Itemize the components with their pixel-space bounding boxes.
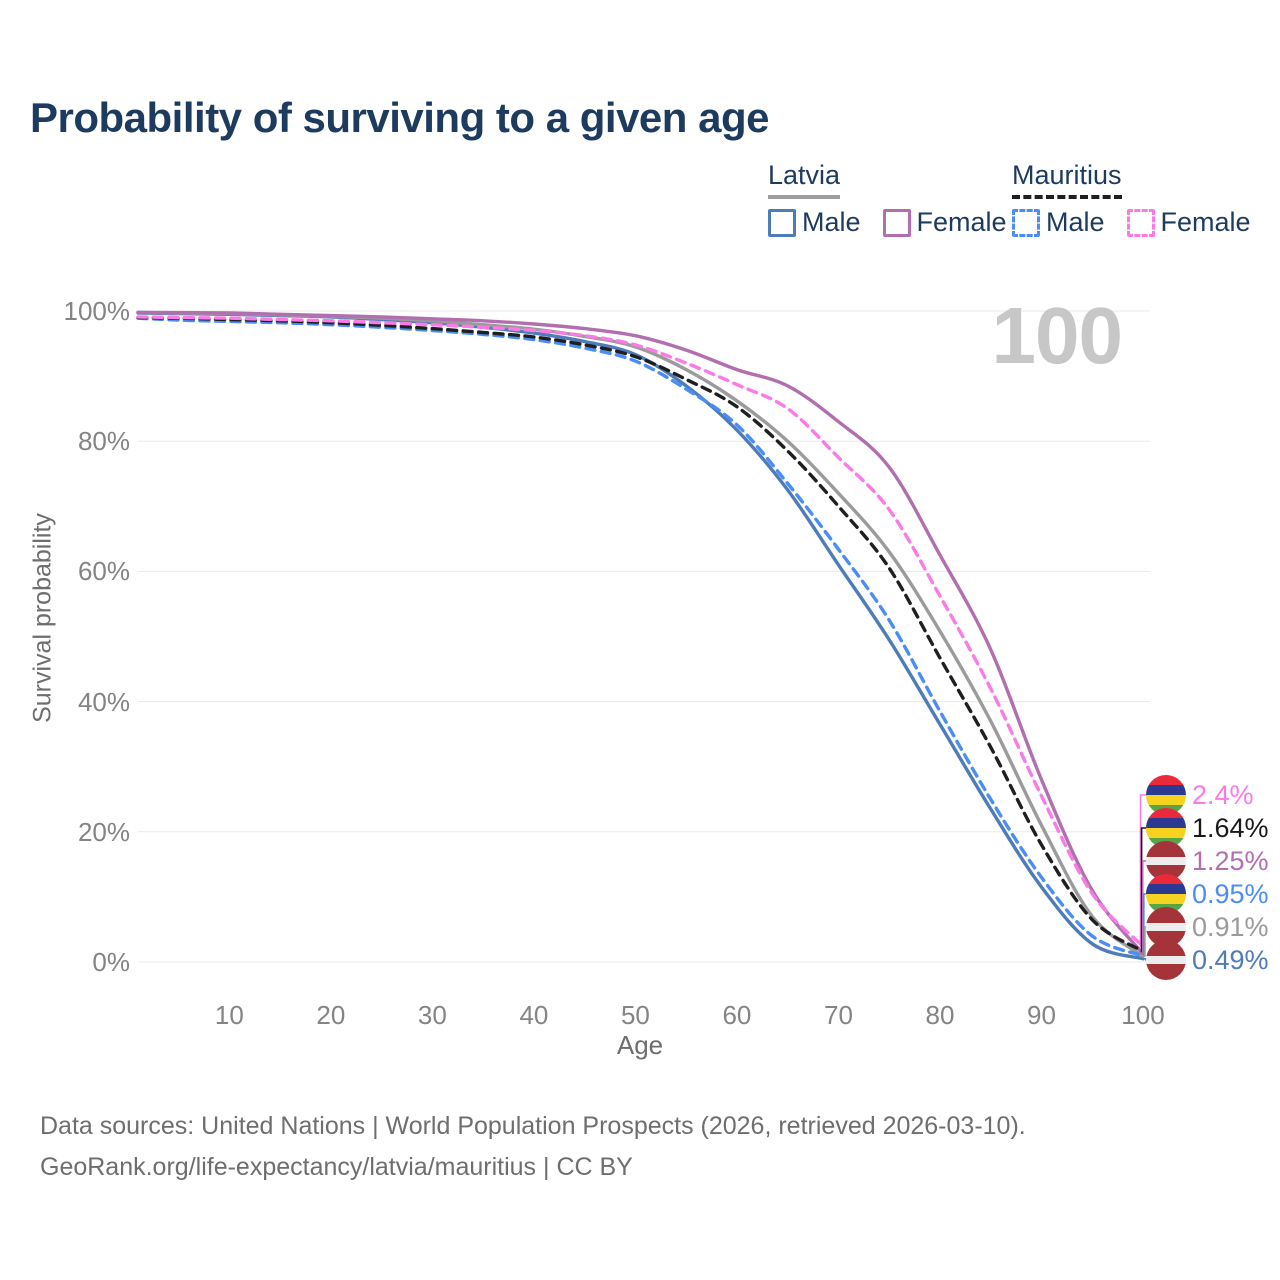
legend-label: Female	[1160, 207, 1251, 237]
page-title: Probability of surviving to a given age	[30, 94, 769, 141]
end-value-mauritius-male: 0.95%	[1192, 879, 1269, 909]
mauritius-male-checkbox-icon	[1012, 208, 1040, 237]
y-tick-100%: 100%	[63, 296, 131, 326]
x-tick-50: 50	[620, 1000, 650, 1030]
latvia-female-checkbox-icon	[882, 208, 911, 237]
end-value-latvia-male: 0.49%	[1192, 945, 1269, 975]
legend-label: Female	[916, 207, 1007, 237]
legend-group-mauritius: Mauritius Male Female	[1012, 160, 1251, 238]
y-tick-60%: 60%	[77, 556, 130, 587]
x-tick-70: 70	[823, 1000, 853, 1030]
x-tick-40: 40	[519, 1000, 549, 1030]
x-tick-30: 30	[417, 1000, 447, 1030]
footer: Data sources: United Nations | World Pop…	[40, 1106, 1026, 1188]
y-tick-20%: 20%	[77, 816, 130, 847]
legend-label: Male	[802, 207, 861, 237]
x-tick-20: 20	[316, 1000, 346, 1030]
legend-country-latvia: Latvia	[768, 160, 841, 199]
curve-mauritius-both	[136, 315, 1145, 953]
age-counter-watermark: 100	[991, 291, 1123, 380]
x-tick-80: 80	[925, 1000, 955, 1030]
legend-toggle-mauritius-female[interactable]: Female	[1126, 207, 1251, 238]
x-tick-60: 60	[722, 1000, 752, 1030]
end-value-latvia-female: 1.25%	[1192, 846, 1269, 876]
y-tick-40%: 40%	[77, 686, 130, 717]
x-axis-title: Age	[616, 1030, 664, 1060]
legend-toggle-mauritius-male[interactable]: Male	[1012, 207, 1105, 238]
latvia-male-checkbox-icon	[768, 208, 796, 237]
curve-mauritius-male	[136, 316, 1145, 958]
legend-toggle-latvia-female[interactable]: Female	[882, 207, 1007, 238]
curve-latvia-both	[136, 310, 1145, 958]
x-tick-90: 90	[1027, 1000, 1056, 1030]
end-value-latvia-both: 0.91%	[1192, 912, 1269, 942]
curve-latvia-female	[136, 310, 1145, 956]
curve-mauritius-female	[136, 315, 1145, 949]
legend-toggle-latvia-male[interactable]: Male	[768, 207, 861, 238]
x-tick-10: 10	[214, 1000, 244, 1030]
connector-latvia-female	[1141, 860, 1150, 955]
y-tick-80%: 80%	[77, 426, 130, 457]
curve-latvia-male	[136, 311, 1145, 961]
legend-group-latvia: Latvia Male Female	[768, 160, 1007, 238]
mauritius-female-checkbox-icon	[1126, 208, 1155, 237]
attribution-line: GeoRank.org/life-expectancy/latvia/mauri…	[40, 1153, 633, 1181]
latvia-flag-icon	[1146, 940, 1186, 980]
data-sources-line: Data sources: United Nations | World Pop…	[40, 1112, 1026, 1140]
x-tick-100: 100	[1121, 1000, 1165, 1030]
end-value-mauritius-both: 1.64%	[1192, 813, 1269, 843]
y-tick-0%: 0%	[92, 947, 130, 977]
legend-label: Male	[1046, 207, 1105, 237]
legend-country-mauritius: Mauritius	[1012, 160, 1122, 199]
end-value-mauritius-female: 2.4%	[1192, 780, 1254, 810]
